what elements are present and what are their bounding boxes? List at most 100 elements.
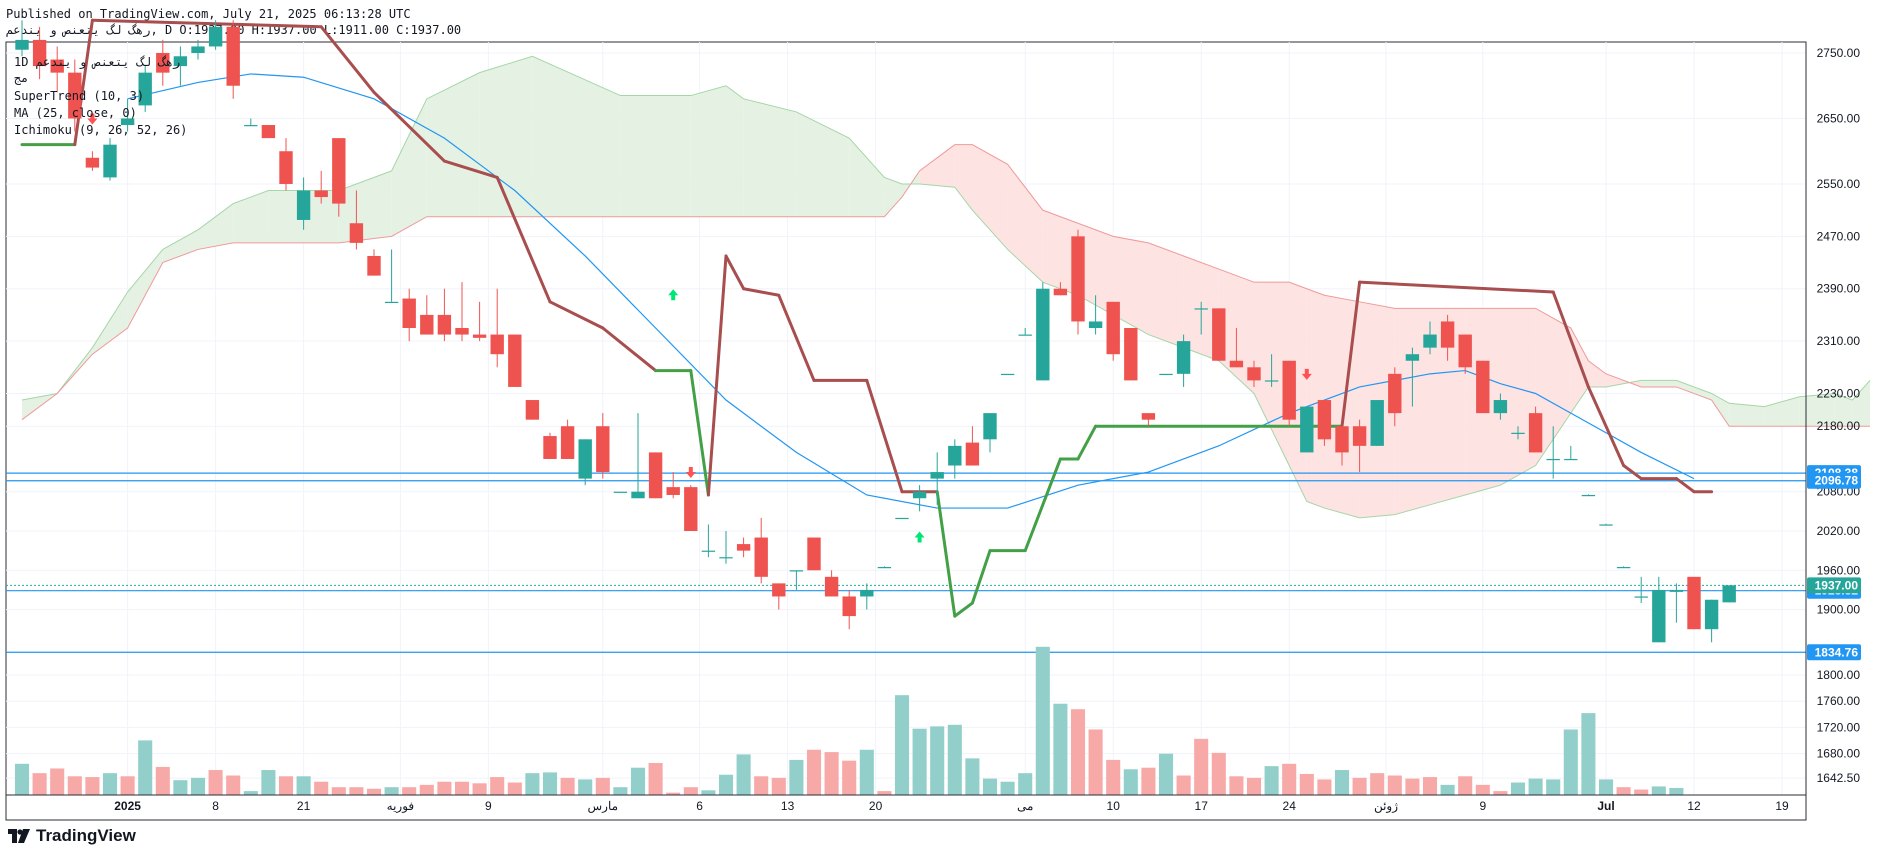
price-label-text: 1834.76 bbox=[1815, 645, 1859, 659]
candle-body bbox=[1124, 328, 1138, 381]
buy-signal-arrow bbox=[668, 289, 679, 301]
candle-body bbox=[1599, 524, 1613, 526]
candle-body bbox=[543, 436, 557, 459]
candle bbox=[948, 439, 962, 479]
legend-supertrend[interactable]: SuperTrend (10, 3) bbox=[14, 89, 145, 103]
legend-ichimoku[interactable]: Ichimoku (9, 26, 52, 26) bbox=[14, 123, 188, 137]
volume-bar bbox=[595, 777, 610, 795]
candle-body bbox=[860, 589, 874, 597]
volume-bar bbox=[859, 749, 874, 795]
legend-ma[interactable]: MA (25, close, 0) bbox=[14, 106, 137, 120]
candle bbox=[1370, 400, 1384, 446]
volume-bar bbox=[490, 777, 505, 795]
time-tick-label: 10 bbox=[1107, 799, 1121, 813]
candle bbox=[701, 524, 716, 558]
volume-bar bbox=[1000, 781, 1015, 795]
candle bbox=[772, 583, 786, 610]
cloud-segment bbox=[796, 111, 850, 217]
volume-bar bbox=[965, 758, 980, 795]
candle bbox=[1018, 328, 1032, 336]
candle bbox=[578, 439, 592, 486]
volume-bar bbox=[190, 777, 206, 795]
candle-body bbox=[367, 255, 381, 276]
candle-body bbox=[1511, 432, 1525, 434]
candle bbox=[244, 118, 258, 127]
time-axis[interactable]: 2025 8 21 فوریه 9 مارس 6 13 20 می 10 17 24 ژوئن 9 Jul 12… bbox=[114, 799, 1789, 813]
cloud-segment bbox=[1711, 393, 1730, 427]
volume-bar bbox=[771, 777, 786, 795]
cloud-segment bbox=[972, 144, 1008, 250]
candle bbox=[32, 26, 47, 80]
legend-timeframe: 1D bbox=[14, 55, 29, 69]
supertrend-segment bbox=[73, 18, 94, 147]
volume-bar bbox=[1018, 773, 1033, 795]
candle bbox=[1722, 585, 1736, 603]
volume-bar bbox=[208, 770, 223, 795]
legend-exchange: مج bbox=[14, 71, 29, 85]
candle-body bbox=[173, 56, 188, 67]
time-tick-label: 24 bbox=[1283, 799, 1297, 813]
candle bbox=[420, 295, 434, 335]
volume-bar bbox=[1669, 787, 1684, 795]
time-tick-label: 2025 bbox=[114, 799, 141, 813]
time-tick-label: 21 bbox=[297, 799, 311, 813]
candle bbox=[1687, 576, 1701, 630]
candle-body bbox=[1317, 400, 1332, 440]
price-axis[interactable]: 2750.00 2650.00 2550.00 2470.00 2390.00 2310.… bbox=[1817, 46, 1861, 785]
candle bbox=[684, 485, 698, 531]
cloud-segment bbox=[954, 144, 973, 211]
candle-body bbox=[1423, 334, 1437, 348]
candle-body bbox=[208, 26, 223, 47]
candle bbox=[1247, 360, 1261, 387]
volume-bar bbox=[1405, 778, 1420, 795]
volume-bar bbox=[1246, 777, 1262, 795]
price-label-box bbox=[1807, 644, 1861, 661]
cloud-segment bbox=[849, 138, 885, 217]
volume-bar bbox=[1546, 779, 1561, 795]
candle bbox=[191, 39, 205, 60]
supertrend-segment bbox=[601, 326, 658, 373]
time-tick-label: 19 bbox=[1775, 799, 1789, 813]
candle-body bbox=[1300, 406, 1314, 453]
volume-bar bbox=[1334, 770, 1350, 795]
candle bbox=[983, 413, 997, 453]
candle bbox=[1000, 373, 1015, 376]
candle bbox=[120, 98, 135, 132]
volume-bar bbox=[1581, 713, 1596, 795]
candle-body bbox=[1071, 236, 1085, 322]
candle-body bbox=[736, 544, 751, 551]
candle bbox=[1317, 400, 1332, 446]
candle-body bbox=[1564, 458, 1578, 461]
supertrend-segment bbox=[1358, 280, 1555, 294]
supertrend-segment bbox=[1340, 280, 1362, 428]
price-tick-label: 1642.50 bbox=[1817, 771, 1861, 785]
candle bbox=[1106, 301, 1120, 361]
supertrend-segment bbox=[1023, 457, 1062, 553]
candle-body bbox=[807, 537, 821, 571]
supertrend-segment bbox=[865, 378, 904, 494]
candle-body bbox=[560, 426, 575, 459]
candle bbox=[437, 288, 452, 342]
candle-body bbox=[156, 53, 170, 73]
candle bbox=[842, 589, 856, 630]
candle bbox=[1652, 576, 1666, 643]
price-label-tag: 2096.78 bbox=[1807, 472, 1861, 489]
cloud-segment bbox=[1799, 393, 1835, 427]
price-tick-label: 2470.00 bbox=[1817, 229, 1861, 243]
supertrend-segment bbox=[1586, 385, 1626, 468]
cloud-segment bbox=[127, 249, 163, 329]
time-tick-label: 6 bbox=[696, 799, 703, 813]
volume-bar bbox=[507, 782, 522, 795]
volume-bar bbox=[349, 787, 364, 795]
volume-bar bbox=[261, 770, 276, 795]
candle bbox=[1036, 282, 1050, 381]
price-tick-label: 1680.00 bbox=[1817, 747, 1861, 761]
tradingview-logo[interactable]: TradingView bbox=[8, 826, 136, 846]
cloud-segment bbox=[1641, 380, 1677, 387]
candle-body bbox=[1141, 413, 1156, 420]
price-tick-label: 2310.00 bbox=[1817, 334, 1861, 348]
price-label-text: 1937.00 bbox=[1815, 578, 1859, 592]
volume-bar bbox=[384, 787, 399, 795]
candle bbox=[560, 419, 575, 459]
